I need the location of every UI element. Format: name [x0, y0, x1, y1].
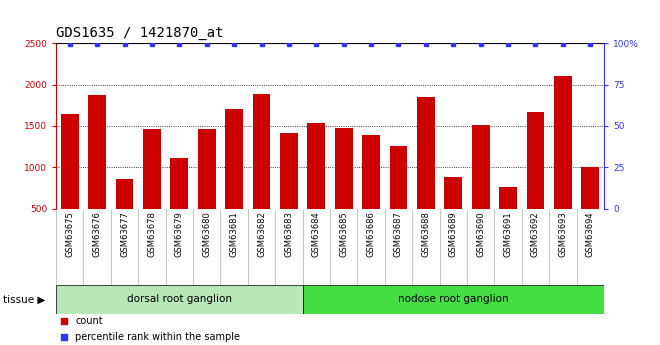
- Text: tissue ▶: tissue ▶: [3, 294, 46, 304]
- Bar: [56, 285, 302, 314]
- Bar: [499, 187, 517, 209]
- Text: GSM63688: GSM63688: [421, 211, 430, 257]
- Bar: [389, 146, 407, 209]
- Bar: [362, 135, 380, 209]
- Text: GSM63686: GSM63686: [366, 211, 376, 257]
- Text: GSM63689: GSM63689: [449, 211, 458, 257]
- Text: GSM63693: GSM63693: [558, 211, 568, 257]
- Bar: [554, 76, 572, 209]
- Bar: [225, 109, 243, 209]
- Bar: [335, 128, 352, 209]
- Bar: [302, 285, 604, 314]
- Bar: [88, 95, 106, 209]
- Bar: [253, 95, 271, 209]
- Text: GSM63690: GSM63690: [476, 211, 485, 257]
- Text: GSM63681: GSM63681: [230, 211, 239, 257]
- Bar: [280, 132, 298, 209]
- Bar: [444, 177, 462, 209]
- Text: nodose root ganglion: nodose root ganglion: [398, 294, 509, 304]
- Text: GSM63679: GSM63679: [175, 211, 184, 257]
- Bar: [170, 158, 188, 209]
- Text: GSM63685: GSM63685: [339, 211, 348, 257]
- Text: GSM63680: GSM63680: [202, 211, 211, 257]
- Bar: [527, 112, 544, 209]
- Text: GSM63684: GSM63684: [312, 211, 321, 257]
- Text: GDS1635 / 1421870_at: GDS1635 / 1421870_at: [56, 26, 224, 40]
- Bar: [61, 114, 79, 209]
- Text: GSM63694: GSM63694: [585, 211, 595, 257]
- Text: GSM63676: GSM63676: [92, 211, 102, 257]
- Text: GSM63683: GSM63683: [284, 211, 294, 257]
- Text: count: count: [75, 316, 103, 326]
- Text: GSM63687: GSM63687: [394, 211, 403, 257]
- Bar: [143, 129, 161, 209]
- Bar: [308, 124, 325, 209]
- Bar: [115, 179, 133, 209]
- Text: GSM63682: GSM63682: [257, 211, 266, 257]
- Bar: [472, 125, 490, 209]
- Text: GSM63691: GSM63691: [504, 211, 513, 257]
- Bar: [198, 129, 216, 209]
- Bar: [417, 97, 435, 209]
- Bar: [581, 167, 599, 209]
- Text: GSM63692: GSM63692: [531, 211, 540, 257]
- Text: GSM63675: GSM63675: [65, 211, 75, 257]
- Text: dorsal root ganglion: dorsal root ganglion: [127, 294, 232, 304]
- Text: GSM63677: GSM63677: [120, 211, 129, 257]
- Text: percentile rank within the sample: percentile rank within the sample: [75, 333, 240, 342]
- Text: GSM63678: GSM63678: [147, 211, 156, 257]
